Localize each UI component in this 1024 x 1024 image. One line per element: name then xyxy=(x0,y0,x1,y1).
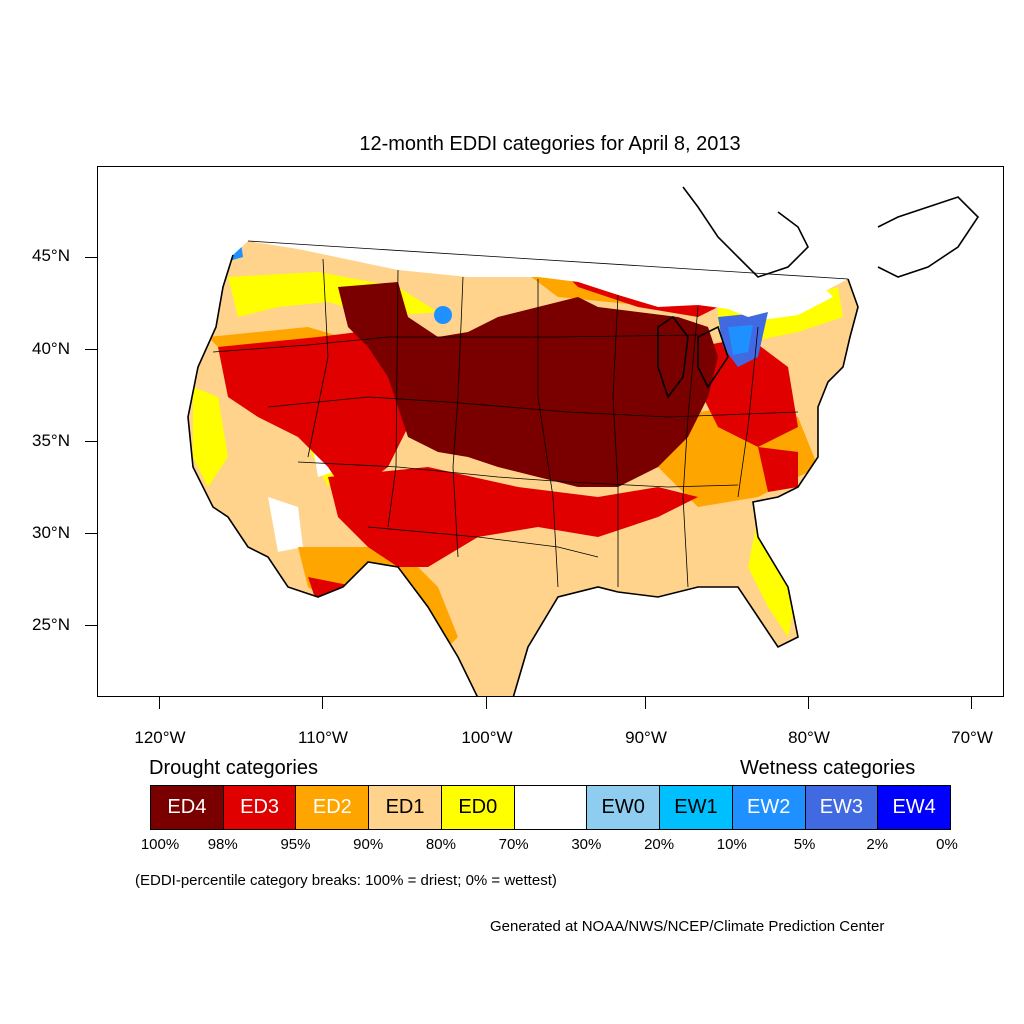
lon-tick xyxy=(645,697,646,709)
legend-break-label: 70% xyxy=(498,836,529,853)
lon-label-70: 70°W xyxy=(951,728,993,747)
legend-break-label: 10% xyxy=(716,836,747,853)
eddi-map xyxy=(187,186,980,696)
legend-break-label: 5% xyxy=(793,836,816,853)
lat-tick xyxy=(85,257,97,258)
map-panel xyxy=(97,166,1004,697)
legend-break-label: 20% xyxy=(644,836,675,853)
lat-label-35: 35°N xyxy=(32,431,70,450)
legend-break-label: 90% xyxy=(353,836,384,853)
lat-label-45: 45°N xyxy=(32,246,70,265)
lat-tick xyxy=(85,349,97,350)
lat-tick xyxy=(85,441,97,442)
eddi-fill xyxy=(188,241,858,696)
legend-swatch-ew2: EW2 xyxy=(731,785,806,830)
lon-tick xyxy=(486,697,487,709)
legend-break-label: 98% xyxy=(207,836,238,853)
legend-note: (EDDI-percentile category breaks: 100% =… xyxy=(135,872,557,889)
lat-label-30: 30°N xyxy=(32,523,70,542)
lon-label-90: 90°W xyxy=(625,728,667,747)
legend-swatch-ew3: EW3 xyxy=(804,785,879,830)
legend-swatch-ed4: ED4 xyxy=(150,785,224,830)
lon-label-80: 80°W xyxy=(788,728,830,747)
lon-label-100: 100°W xyxy=(461,728,513,747)
legend-break-label: 95% xyxy=(280,836,311,853)
legend-swatch-ed3: ED3 xyxy=(222,785,297,830)
legend-swatch-ed0: ED0 xyxy=(440,785,515,830)
lon-tick xyxy=(159,697,160,709)
lon-tick xyxy=(971,697,972,709)
drought-legend-title: Drought categories xyxy=(149,757,318,779)
legend-swatch-normal xyxy=(513,785,588,830)
lat-tick xyxy=(85,533,97,534)
lon-label-110: 110°W xyxy=(298,728,348,747)
wetness-legend-title: Wetness categories xyxy=(740,757,916,779)
legend-swatch-ew1: EW1 xyxy=(659,785,733,830)
legend-swatch-ed1: ED1 xyxy=(368,785,442,830)
lon-tick xyxy=(322,697,323,709)
lat-label-40: 40°N xyxy=(32,339,70,358)
legend-break-label: 80% xyxy=(425,836,456,853)
legend-break-label: 100% xyxy=(140,836,180,853)
legend-swatch-ew4: EW4 xyxy=(877,785,951,830)
legend-swatch-ed2: ED2 xyxy=(295,785,370,830)
state-borders xyxy=(212,240,849,588)
lon-label-120: 120°W xyxy=(134,728,186,747)
legend-break-label: 2% xyxy=(866,836,889,853)
legend-break-label: 0% xyxy=(936,836,958,853)
lat-label-25: 25°N xyxy=(32,615,70,634)
legend-swatch-ew0: EW0 xyxy=(586,785,661,830)
coastlines xyxy=(187,186,980,696)
credit-text: Generated at NOAA/NWS/NCEP/Climate Predi… xyxy=(490,918,885,935)
lat-tick xyxy=(85,625,97,626)
lon-tick xyxy=(808,697,809,709)
map-title: 12-month EDDI categories for April 8, 20… xyxy=(359,133,741,155)
legend-break-label: 30% xyxy=(571,836,602,853)
